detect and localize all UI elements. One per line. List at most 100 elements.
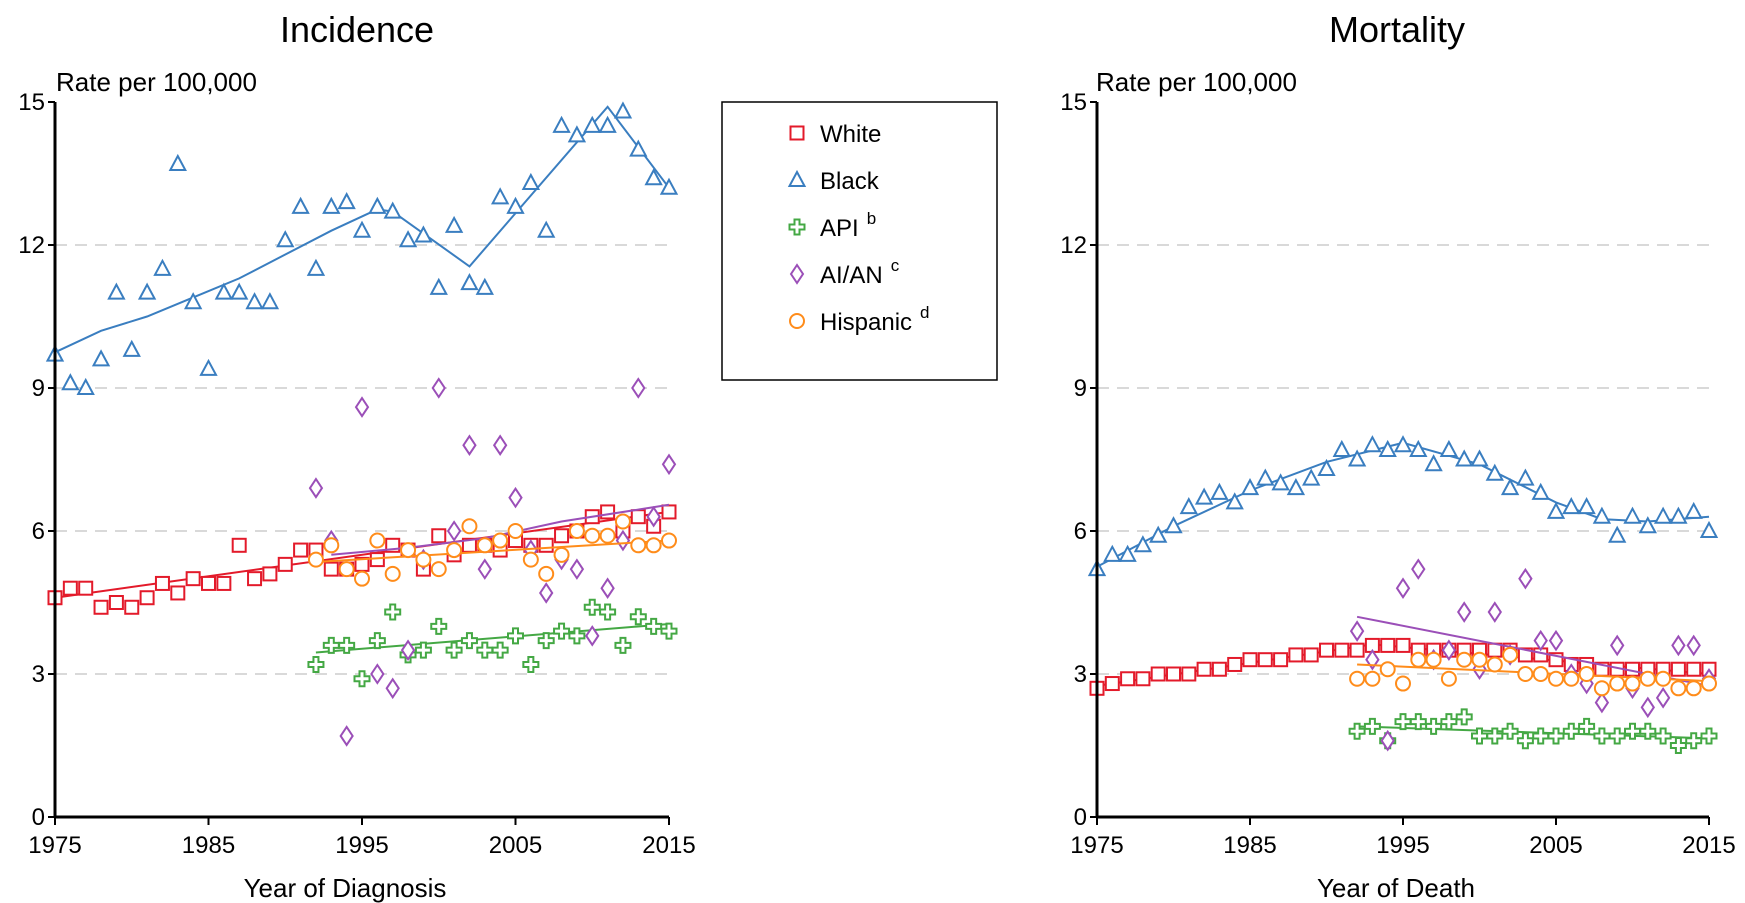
incidence-point-black bbox=[92, 350, 110, 367]
incidence-point-black bbox=[230, 283, 248, 300]
incidence-point-aian bbox=[431, 378, 446, 398]
incidence-point-aian bbox=[508, 487, 523, 508]
mortality-point-aian bbox=[1549, 630, 1563, 651]
mortality-x-tick-label: 1975 bbox=[1070, 832, 1123, 859]
incidence-point-black bbox=[629, 140, 647, 157]
mortality-point-aian bbox=[1640, 697, 1655, 718]
incidence-point-black bbox=[246, 293, 264, 310]
incidence-point-aian bbox=[447, 521, 462, 541]
legend-footnote-api: b bbox=[867, 209, 876, 228]
mortality-point-aian bbox=[1487, 602, 1502, 623]
incidence-point-aian bbox=[493, 435, 508, 456]
mortality-trend-line-black bbox=[1096, 441, 1710, 568]
incidence-point-white bbox=[170, 585, 186, 601]
incidence-point-api bbox=[629, 608, 647, 626]
mortality-point-black bbox=[1669, 507, 1687, 524]
incidence-point-hispanic bbox=[338, 561, 355, 578]
incidence-point-aian bbox=[339, 725, 354, 746]
mortality-point-hispanic bbox=[1685, 680, 1702, 697]
incidence-series-api bbox=[307, 598, 678, 688]
incidence-point-white bbox=[62, 580, 78, 596]
incidence-point-white bbox=[554, 528, 570, 544]
incidence-point-black bbox=[537, 221, 555, 238]
incidence-point-white bbox=[323, 561, 339, 577]
incidence-point-black bbox=[568, 126, 586, 143]
mortality-panel: Mortality Rate per 100,000 Year of Death… bbox=[1060, 9, 1735, 903]
mortality-point-black bbox=[1333, 440, 1351, 457]
incidence-point-hispanic bbox=[568, 523, 585, 539]
mortality-point-black bbox=[1516, 469, 1534, 486]
incidence-point-hispanic bbox=[614, 513, 631, 530]
mortality-point-api bbox=[1578, 717, 1596, 735]
mortality-marks bbox=[1088, 436, 1718, 754]
incidence-point-hispanic bbox=[553, 546, 570, 563]
incidence-point-api bbox=[460, 632, 478, 650]
incidence-x-tick-label: 2005 bbox=[489, 832, 542, 859]
mortality-point-white bbox=[1334, 642, 1350, 658]
mortality-point-white bbox=[1211, 661, 1227, 677]
legend-footnote-hispanic: d bbox=[920, 303, 929, 322]
incidence-y-tick-label: 0 bbox=[32, 804, 45, 831]
incidence-point-hispanic bbox=[354, 570, 370, 587]
mortality-point-hispanic bbox=[1563, 670, 1580, 687]
mortality-point-white bbox=[1135, 671, 1151, 687]
incidence-x-tick-label: 1995 bbox=[335, 832, 388, 859]
mortality-point-hispanic bbox=[1410, 651, 1427, 668]
mortality-point-white bbox=[1196, 661, 1212, 677]
incidence-point-white bbox=[369, 552, 385, 568]
mortality-point-hispanic bbox=[1548, 670, 1564, 687]
mortality-point-white bbox=[1273, 652, 1289, 668]
mortality-point-black bbox=[1593, 507, 1611, 524]
incidence-point-black bbox=[445, 216, 463, 233]
mortality-y-tick-label: 6 bbox=[1074, 518, 1087, 545]
incidence-point-hispanic bbox=[461, 518, 478, 535]
incidence-point-black bbox=[368, 197, 386, 214]
incidence-point-hispanic bbox=[645, 537, 662, 554]
incidence-point-white bbox=[139, 590, 155, 606]
mortality-point-api bbox=[1700, 727, 1718, 745]
incidence-point-white bbox=[231, 537, 247, 553]
incidence-point-hispanic bbox=[323, 537, 340, 554]
incidence-point-black bbox=[123, 340, 141, 357]
mortality-series-black bbox=[1088, 436, 1718, 577]
mortality-point-black bbox=[1440, 440, 1458, 457]
mortality-point-black bbox=[1624, 507, 1641, 524]
mortality-point-api bbox=[1532, 727, 1550, 745]
legend-item-hispanic: Hispanic d bbox=[789, 303, 930, 336]
mortality-point-white bbox=[1395, 637, 1411, 653]
incidence-trend-line-hispanic bbox=[315, 539, 670, 563]
incidence-point-hispanic bbox=[307, 551, 324, 568]
mortality-point-hispanic bbox=[1379, 661, 1396, 678]
incidence-point-aian bbox=[462, 435, 477, 456]
legend-item-white: White bbox=[789, 121, 881, 148]
mortality-point-black bbox=[1654, 507, 1672, 524]
incidence-trend-line-black bbox=[54, 105, 670, 354]
incidence-point-api bbox=[491, 641, 509, 659]
incidence-point-hispanic bbox=[476, 537, 493, 554]
incidence-point-aian bbox=[355, 397, 369, 418]
mortality-point-white bbox=[1670, 661, 1686, 677]
incidence-point-black bbox=[614, 102, 632, 119]
mortality-point-black bbox=[1226, 493, 1244, 510]
mortality-point-black bbox=[1425, 455, 1443, 472]
incidence-series-white bbox=[47, 504, 677, 615]
mortality-point-white bbox=[1257, 652, 1273, 668]
incidence-point-hispanic bbox=[507, 523, 524, 539]
incidence-axes: 0 3 6 9 12 15 1975 1985 1995 2005 2015 bbox=[18, 89, 695, 859]
mortality-point-black bbox=[1608, 526, 1626, 543]
incidence-y-tick-label: 3 bbox=[32, 661, 45, 688]
mortality-point-aian bbox=[1610, 635, 1625, 656]
mortality-point-aian bbox=[1380, 730, 1395, 751]
mortality-point-hispanic bbox=[1593, 680, 1610, 697]
incidence-y-tick-label: 9 bbox=[32, 375, 45, 402]
incidence-point-white bbox=[661, 504, 677, 520]
mortality-series-api bbox=[1348, 708, 1718, 754]
mortality-point-aian bbox=[1656, 687, 1671, 708]
mortality-point-api bbox=[1685, 732, 1703, 750]
incidence-point-black bbox=[599, 116, 617, 133]
mortality-point-white bbox=[1686, 661, 1702, 677]
mortality-point-hispanic bbox=[1364, 670, 1381, 687]
incidence-point-api bbox=[614, 636, 632, 654]
